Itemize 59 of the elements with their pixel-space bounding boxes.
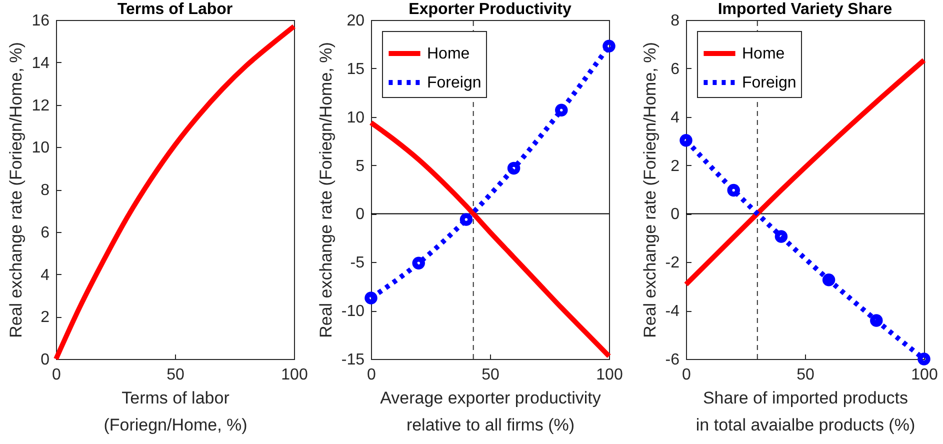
y-tick-label: 2	[40, 309, 50, 326]
y-tick-label: 2	[670, 158, 680, 175]
point	[555, 104, 568, 116]
x-tick-label: 100	[281, 366, 308, 384]
legend-label: Home	[742, 46, 785, 62]
y-tick-label: 6	[40, 224, 50, 242]
y-tick-label: 5	[356, 158, 365, 175]
y-axis-title: Real exchange rate (Foriegn/Home, %)	[316, 42, 336, 338]
point	[460, 213, 473, 226]
point	[412, 256, 425, 270]
y-tick-label: 15	[346, 60, 365, 78]
y-tick-label: 20	[346, 12, 365, 30]
x-tick-label: 50	[482, 366, 500, 384]
y-tick-label: -10	[341, 303, 365, 320]
point	[602, 40, 616, 53]
y-axis-title: Real exchange rate (Foriegn/Home, %)	[6, 42, 26, 338]
y-tick-label: -2	[665, 254, 680, 272]
x-axis-title: Terms of labor (Foriegn/Home, %)	[104, 388, 248, 434]
point	[918, 352, 930, 366]
point	[870, 314, 883, 327]
point	[774, 230, 788, 243]
point	[822, 273, 836, 286]
chart-title: Exporter Productivity	[408, 1, 572, 18]
x-tick-label: 100	[911, 366, 938, 384]
y-tick-label: 0	[40, 352, 50, 368]
x-tick-label: 50	[796, 366, 814, 384]
legend-label: Foreign	[742, 74, 796, 92]
legend-label: Home	[427, 46, 470, 62]
y-tick-label: 0	[670, 206, 680, 224]
chart-title: Terms of Labor	[117, 1, 233, 18]
legend-label: Foreign	[427, 74, 482, 92]
y-tick-label: -15	[341, 352, 365, 368]
y-tick-label: -6	[665, 352, 680, 368]
x-tick-label: 0	[367, 366, 376, 384]
y-tick-label: 14	[32, 54, 50, 72]
y-tick-label: -5	[350, 254, 365, 272]
y-tick-label: 4	[40, 266, 50, 284]
point	[507, 162, 520, 175]
x-axis-title: Average exporter productivity relative to all firms (%)	[380, 388, 602, 434]
point	[727, 184, 740, 197]
x-tick-label: 100	[596, 366, 623, 384]
y-tick-label: 8	[40, 182, 50, 199]
point	[364, 292, 378, 304]
y-tick-label: 10	[346, 109, 365, 126]
chart-title: Imported Variety Share	[718, 1, 892, 18]
y-tick-label: 16	[32, 12, 50, 30]
point	[680, 134, 692, 147]
y-tick-label: -4	[665, 303, 680, 320]
y-tick-label: 4	[670, 109, 680, 126]
x-axis-title: Share of imported products in total avaialbe products (%)	[696, 388, 916, 434]
y-axis-title: Real exchange rate (Foriegn/Home, %)	[640, 42, 660, 338]
y-tick-label: 12	[32, 97, 50, 114]
y-tick-label: 6	[670, 60, 680, 78]
y-tick-label: 8	[670, 12, 680, 30]
x-tick-label: 0	[52, 366, 62, 384]
y-tick-label: 0	[356, 206, 365, 224]
x-tick-label: 0	[682, 366, 692, 384]
y-tick-label: 10	[32, 140, 50, 157]
x-tick-label: 50	[166, 366, 184, 384]
